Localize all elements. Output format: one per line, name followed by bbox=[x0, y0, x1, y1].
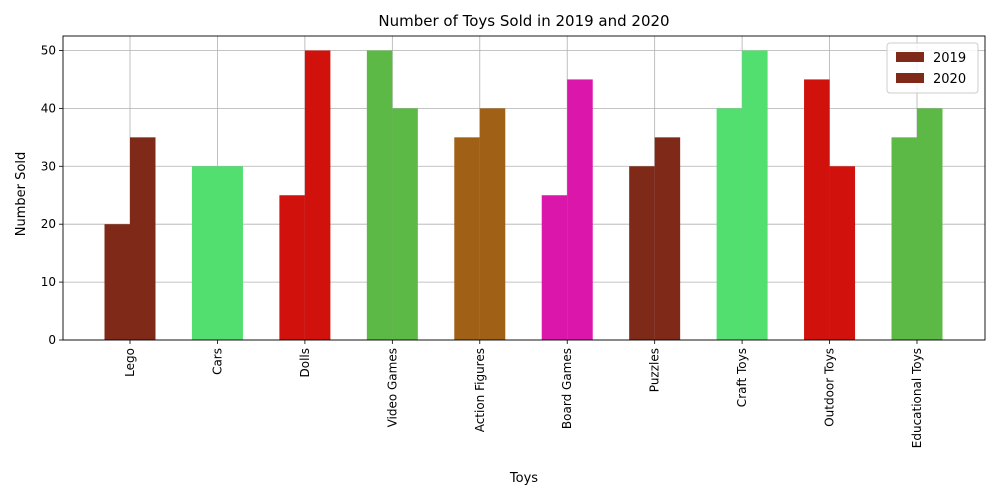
x-axis-title: Toys bbox=[509, 471, 538, 486]
bar-2019-dolls bbox=[279, 195, 305, 340]
legend-label: 2019 bbox=[933, 51, 966, 66]
bar-2020-cars bbox=[217, 166, 243, 340]
y-tick-label: 20 bbox=[41, 217, 56, 231]
bar-2019-action-figures bbox=[454, 137, 480, 340]
plot-frame bbox=[62, 35, 986, 341]
y-tick-label: 50 bbox=[41, 43, 56, 57]
axes-layer: 0 10 20 30 40 50 Lego Cars Dolls Video Games Actio… bbox=[41, 35, 986, 448]
legend-label: 2020 bbox=[933, 72, 966, 87]
y-tick-label: 0 bbox=[48, 333, 56, 347]
bar-2019-cars bbox=[191, 166, 218, 340]
bar-2020-outdoor-toys bbox=[829, 166, 856, 340]
x-tick-label: Lego bbox=[123, 348, 137, 377]
chart-title: Number of Toys Sold in 2019 and 2020 bbox=[378, 12, 669, 30]
bar-2020-action-figures bbox=[479, 108, 506, 340]
bar-2019-craft-toys bbox=[716, 108, 743, 340]
bar-2019-educational-toys bbox=[891, 137, 917, 340]
x-tick-label: Dolls bbox=[298, 348, 312, 378]
legend-swatch bbox=[896, 73, 924, 83]
bar-2020-video-games bbox=[392, 108, 418, 340]
x-tick-label: Outdoor Toys bbox=[823, 348, 837, 427]
bar-2019-board-games bbox=[541, 195, 568, 340]
bar-2019-puzzles bbox=[629, 166, 655, 340]
bar-2020-board-games bbox=[567, 79, 593, 340]
bar-2019-video-games bbox=[366, 50, 393, 340]
y-tick-label: 40 bbox=[41, 101, 56, 115]
bar-2020-puzzles bbox=[654, 137, 681, 340]
y-axis-title: Number Sold bbox=[14, 152, 29, 236]
x-tick-label: Video Games bbox=[385, 348, 399, 427]
bar-2019-outdoor-toys bbox=[804, 79, 830, 340]
x-tick-label: Action Figures bbox=[473, 348, 487, 432]
bar-2019-lego bbox=[104, 224, 130, 340]
x-tick-label: Educational Toys bbox=[910, 348, 924, 448]
x-tick-label: Craft Toys bbox=[735, 348, 749, 407]
y-tick-label: 10 bbox=[41, 275, 56, 289]
bar-2020-educational-toys bbox=[917, 108, 943, 340]
legend: 2019 2020 bbox=[886, 42, 979, 94]
bar-2020-lego bbox=[130, 137, 156, 340]
bar-2020-craft-toys bbox=[742, 50, 768, 340]
x-tick-label: Puzzles bbox=[648, 348, 662, 392]
y-tick-label: 30 bbox=[41, 159, 56, 173]
bar-2020-dolls bbox=[304, 50, 331, 340]
legend-swatch bbox=[896, 52, 924, 62]
bars-layer bbox=[104, 50, 943, 340]
x-tick-label: Board Games bbox=[560, 348, 574, 429]
x-tick-label: Cars bbox=[210, 348, 224, 375]
